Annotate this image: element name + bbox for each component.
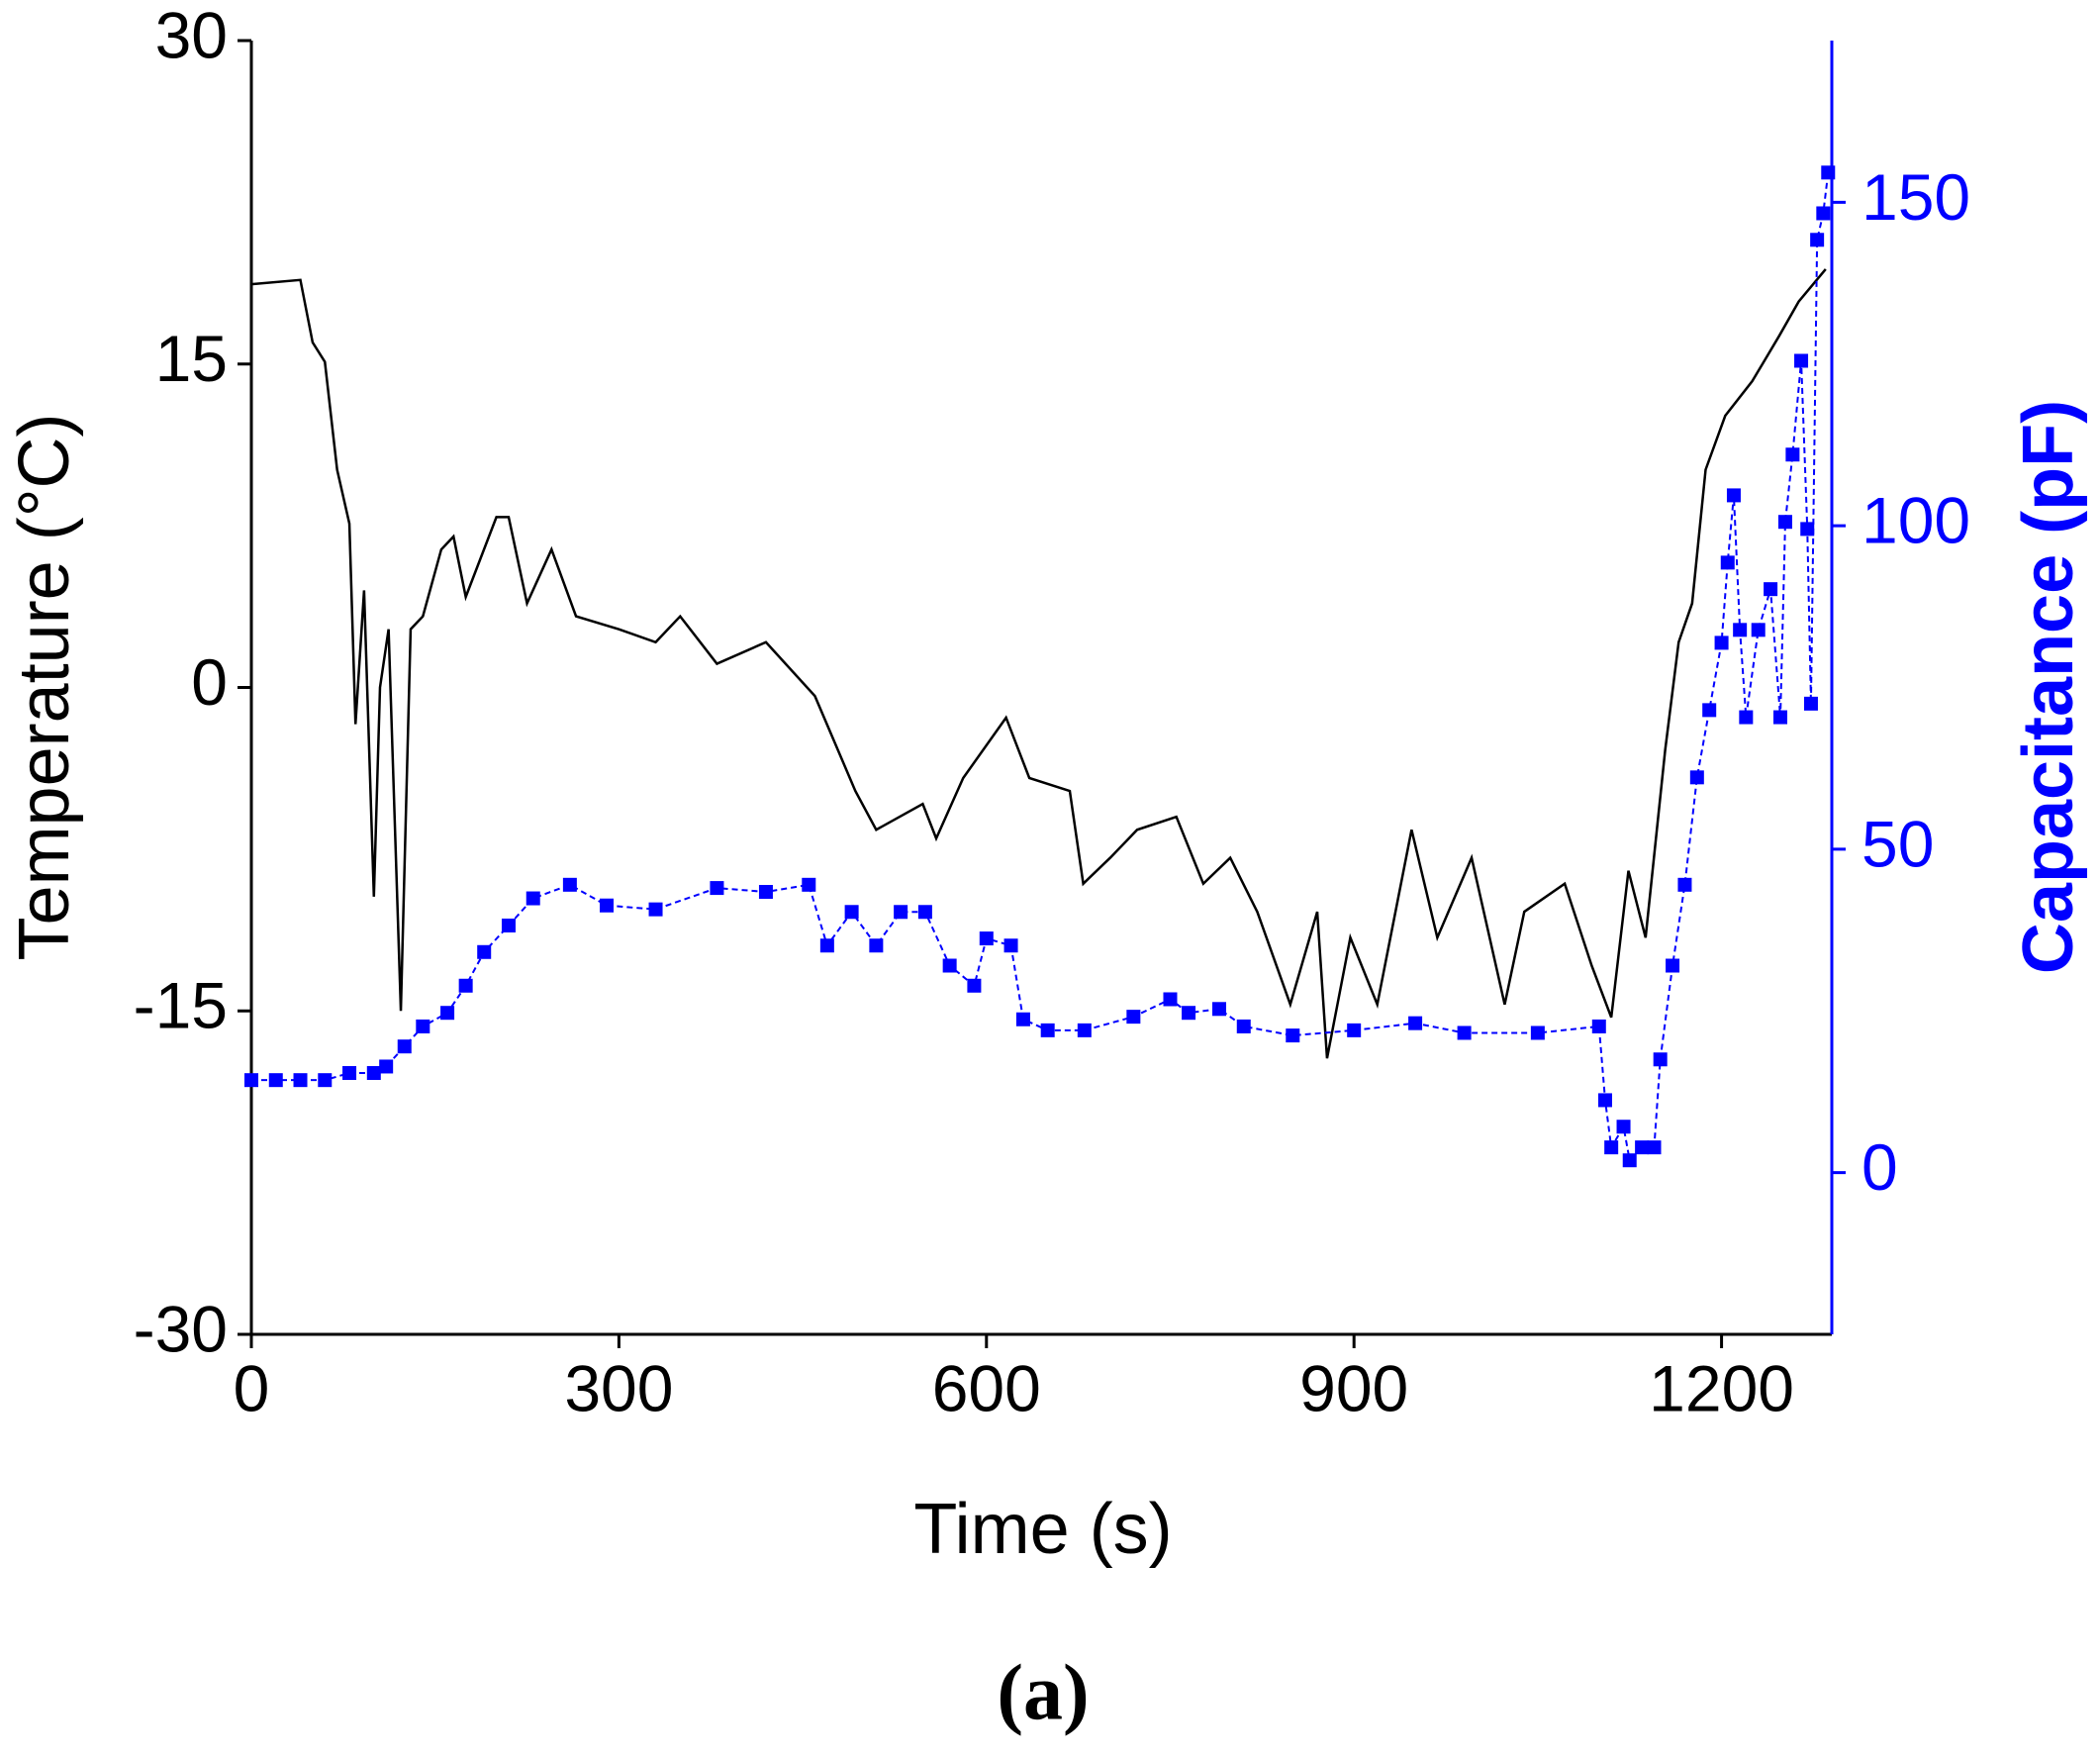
- data-point: [366, 1065, 381, 1080]
- data-point: [1647, 1140, 1662, 1155]
- data-point: [1126, 1010, 1141, 1025]
- y2-tick-label: 100: [1861, 484, 1970, 557]
- data-point: [1720, 555, 1735, 570]
- data-point: [1777, 515, 1792, 530]
- data-point: [1810, 233, 1825, 247]
- data-point: [1163, 992, 1178, 1007]
- data-point: [758, 885, 773, 900]
- data-point: [1015, 1012, 1030, 1026]
- data-point: [1236, 1019, 1251, 1033]
- data-point: [710, 881, 724, 896]
- data-point: [1803, 696, 1818, 711]
- series-line: [251, 172, 1830, 1163]
- data-point: [268, 1073, 283, 1088]
- data-point: [1733, 623, 1748, 637]
- x-tick-label: 300: [564, 1351, 673, 1424]
- data-point: [1003, 938, 1018, 953]
- data-point: [501, 918, 516, 932]
- series-line: [250, 268, 1827, 1059]
- data-point: [1800, 522, 1815, 537]
- data-point: [1622, 1153, 1637, 1168]
- data-point: [1347, 1023, 1362, 1037]
- data-point: [1785, 447, 1800, 462]
- data-point: [1702, 703, 1717, 718]
- data-point: [1821, 165, 1836, 180]
- data-point: [600, 898, 615, 913]
- data-point: [293, 1073, 308, 1088]
- y2-tick-label: 0: [1861, 1130, 1898, 1204]
- data-point: [942, 958, 957, 973]
- data-point: [1677, 877, 1692, 892]
- x-axis-title: Time (s): [913, 1490, 1172, 1569]
- data-point: [318, 1073, 333, 1088]
- data-point: [917, 905, 932, 920]
- y-tick-label: -15: [134, 969, 228, 1042]
- y2-tick-label: 150: [1861, 160, 1970, 234]
- data-point: [1286, 1028, 1300, 1043]
- data-point: [1408, 1016, 1423, 1030]
- data-point: [979, 931, 994, 946]
- y-axis-title: Temperature (°C): [5, 414, 84, 961]
- data-point: [844, 905, 859, 920]
- data-point: [967, 978, 982, 993]
- data-point: [1726, 488, 1741, 503]
- data-point: [1794, 353, 1809, 368]
- y-tick-label: 30: [155, 0, 228, 71]
- data-point: [802, 877, 816, 892]
- data-point: [1530, 1026, 1545, 1040]
- data-point: [562, 877, 577, 892]
- data-point: [1751, 623, 1766, 637]
- data-point: [894, 905, 908, 920]
- data-point: [1457, 1026, 1472, 1040]
- data-point: [1597, 1093, 1612, 1108]
- data-point: [397, 1039, 412, 1054]
- data-point: [458, 978, 473, 993]
- data-point: [1764, 582, 1778, 597]
- data-point: [1635, 1140, 1650, 1155]
- data-point: [525, 891, 540, 906]
- data-point: [1773, 710, 1788, 725]
- data-point: [416, 1019, 430, 1033]
- x-tick-label: 600: [932, 1351, 1041, 1424]
- y-tick-label: -30: [134, 1292, 228, 1365]
- data-point: [1604, 1140, 1619, 1155]
- data-point: [819, 938, 834, 953]
- y-tick-label: 15: [155, 322, 228, 395]
- data-point: [1666, 958, 1680, 973]
- x-tick-label: 1200: [1649, 1351, 1794, 1424]
- data-point: [648, 902, 663, 917]
- data-point: [1739, 710, 1754, 725]
- data-point: [1182, 1006, 1196, 1021]
- caption: (a): [997, 1649, 1089, 1736]
- data-point: [1040, 1023, 1055, 1037]
- data-point: [1212, 1002, 1227, 1017]
- y-tick-label: 0: [191, 645, 228, 719]
- data-point: [1591, 1019, 1606, 1033]
- data-point: [342, 1065, 357, 1080]
- data-point: [1714, 635, 1729, 650]
- data-point: [869, 938, 884, 953]
- x-tick-label: 0: [234, 1351, 270, 1424]
- data-point: [1077, 1023, 1092, 1037]
- data-point: [1616, 1120, 1631, 1134]
- data-point: [440, 1006, 455, 1021]
- data-point: [1653, 1052, 1668, 1067]
- data-point: [1689, 770, 1704, 785]
- y2-axis-title: Capacitance (pF): [2009, 400, 2088, 974]
- x-tick-label: 900: [1299, 1351, 1408, 1424]
- data-point: [477, 944, 492, 959]
- y2-tick-label: 50: [1861, 807, 1934, 880]
- data-point: [244, 1073, 258, 1088]
- data-point: [379, 1059, 394, 1074]
- data-point: [1816, 206, 1831, 221]
